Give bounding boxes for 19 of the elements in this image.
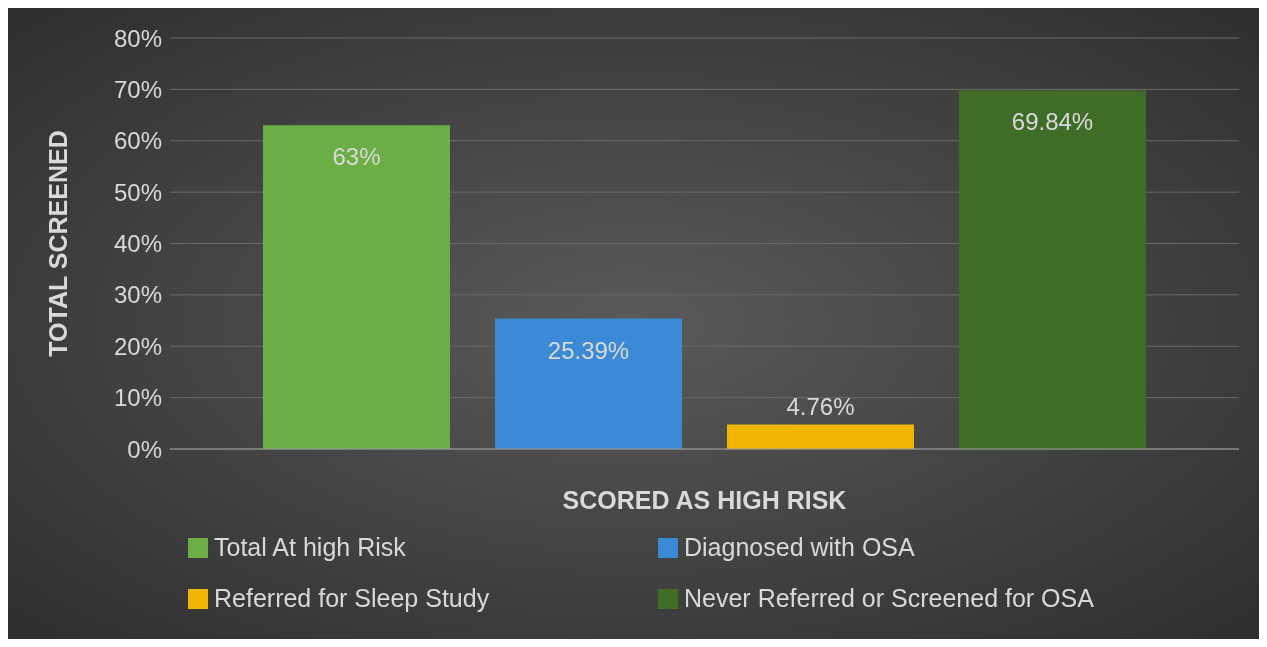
- y-tick-label: 20%: [113, 332, 162, 360]
- y-tick-label: 70%: [113, 75, 162, 103]
- y-tick-label: 50%: [113, 178, 162, 206]
- data-label: 69.84%: [1011, 108, 1094, 136]
- y-tick-label: 40%: [113, 230, 162, 258]
- data-label: 63%: [332, 143, 381, 171]
- legend-label: Diagnosed with OSA: [684, 533, 915, 562]
- y-tick-label: 10%: [113, 384, 162, 412]
- x-axis-title: SCORED AS HIGH RISK: [562, 486, 847, 514]
- y-tick-label: 0%: [127, 435, 162, 463]
- y-tick-label: 30%: [113, 281, 162, 309]
- legend-label: Total At high Risk: [214, 533, 406, 562]
- data-label: 4.76%: [786, 392, 855, 420]
- legend-label: Never Referred or Screened for OSA: [684, 584, 1094, 613]
- y-axis-title: TOTAL SCREENED: [43, 130, 72, 357]
- y-tick-label: 60%: [113, 127, 162, 155]
- y-tick-label: 80%: [113, 24, 162, 52]
- legend-label: Referred for Sleep Study: [214, 584, 490, 613]
- data-label: 25.39%: [547, 336, 630, 364]
